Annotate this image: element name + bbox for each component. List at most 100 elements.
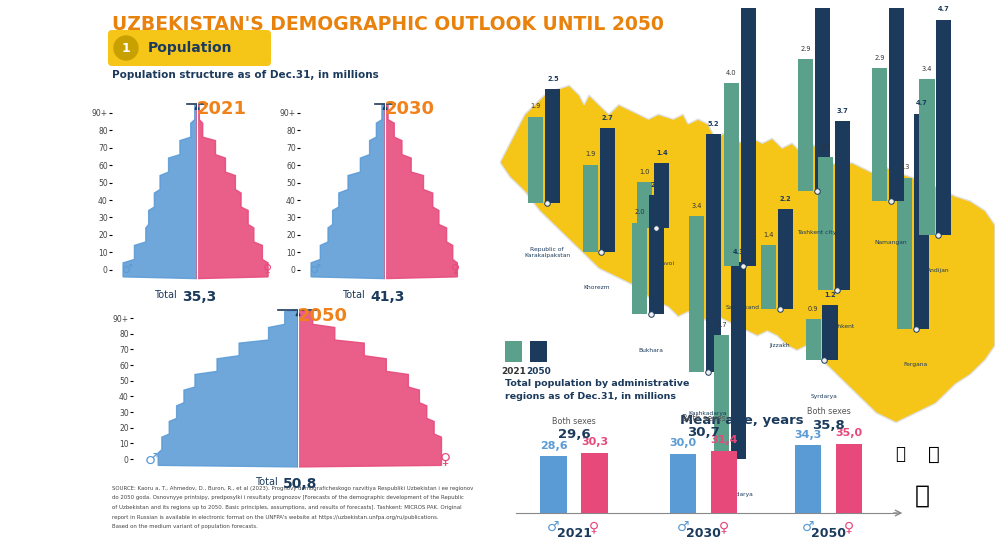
Bar (919, 79, 935, 235)
Bar (583, 165, 598, 251)
Text: SOURCE: Kaoru a, T., Ahmedov, D., Buron, R., et al (2023). Prognovy demografiche: SOURCE: Kaoru a, T., Ahmedov, D., Buron,… (112, 486, 473, 491)
Text: Samarkand: Samarkand (726, 305, 760, 310)
Bar (649, 195, 664, 314)
Text: 2.9: 2.9 (820, 144, 831, 150)
Bar (761, 245, 776, 309)
Text: Surkhandarya: Surkhandarya (712, 492, 754, 497)
Bar (806, 319, 821, 360)
Bar (714, 335, 729, 459)
Text: 2.6: 2.6 (651, 182, 663, 188)
Text: Total: Total (255, 477, 278, 487)
Text: Bukhara: Bukhara (639, 348, 663, 353)
Text: 1.4: 1.4 (656, 150, 668, 156)
Text: 31,4: 31,4 (710, 435, 738, 445)
Text: 30,3: 30,3 (581, 437, 608, 447)
Text: Total: Total (154, 290, 177, 300)
Text: 35,3: 35,3 (182, 290, 216, 304)
Bar (581, 453, 608, 513)
Polygon shape (311, 104, 385, 279)
Text: Namangan: Namangan (875, 240, 907, 245)
Text: Mean age, years: Mean age, years (680, 413, 804, 427)
Text: Both sexes: Both sexes (552, 417, 596, 426)
Text: ♂: ♂ (802, 520, 814, 534)
Text: ♀: ♀ (589, 520, 599, 534)
Bar (815, 0, 830, 192)
Text: 🕐: 🕐 (914, 483, 930, 507)
Text: UZBEKISTAN'S DEMOGRAPHIC OUTLOOK UNTIL 2050: UZBEKISTAN'S DEMOGRAPHIC OUTLOOK UNTIL 2… (112, 15, 664, 34)
Text: 2021: 2021 (501, 367, 526, 376)
Text: 1.9: 1.9 (531, 103, 541, 109)
Polygon shape (197, 104, 268, 279)
Text: 2.2: 2.2 (780, 195, 791, 202)
Polygon shape (385, 104, 457, 279)
Text: 35,8: 35,8 (812, 419, 845, 432)
Text: 2.7: 2.7 (601, 115, 613, 121)
Bar (798, 59, 813, 192)
Bar (654, 164, 669, 227)
Text: Khorezm: Khorezm (583, 286, 610, 290)
Text: 2.9: 2.9 (800, 45, 811, 52)
Text: ♂: ♂ (677, 520, 689, 534)
Text: 3.3: 3.3 (899, 165, 910, 170)
Text: 4.7: 4.7 (916, 100, 927, 106)
Polygon shape (500, 86, 995, 423)
Text: 3.4: 3.4 (922, 66, 932, 72)
Text: do 2050 goda. Osnovnyye printsipy, predposylki i resultaty prognozov [Forecasts : do 2050 goda. Osnovnyye printsipy, predp… (112, 496, 464, 501)
Text: 2050: 2050 (811, 528, 846, 540)
Text: 2.7: 2.7 (716, 322, 727, 328)
Text: 4.0: 4.0 (726, 70, 737, 76)
Bar (724, 83, 739, 266)
Bar (795, 445, 821, 513)
Text: 1.9: 1.9 (585, 151, 596, 157)
Bar (530, 340, 547, 362)
Circle shape (114, 36, 138, 60)
Bar (689, 217, 704, 372)
Text: 2021: 2021 (197, 100, 247, 118)
Text: ♀: ♀ (719, 520, 729, 534)
Polygon shape (123, 104, 197, 279)
Text: Andijan: Andijan (927, 268, 949, 273)
Text: Population structure as of Dec.31, in millions: Population structure as of Dec.31, in mi… (112, 70, 379, 80)
Bar (818, 157, 833, 290)
Bar (872, 68, 887, 201)
Bar (637, 182, 652, 227)
Text: 3.7: 3.7 (837, 108, 848, 114)
Text: 2030: 2030 (385, 100, 435, 118)
Bar (600, 128, 615, 251)
Text: Total population by administrative
regions as of Dec.31, in millions: Total population by administrative regio… (505, 379, 689, 401)
Bar (545, 89, 560, 203)
Text: 4.3: 4.3 (733, 249, 744, 255)
Text: Fergana: Fergana (904, 362, 928, 367)
Text: 3.4: 3.4 (692, 203, 702, 209)
Text: 41,3: 41,3 (370, 290, 404, 304)
Text: Syrdarya: Syrdarya (811, 394, 838, 399)
Text: Based on the medium variant of population forecasts.: Based on the medium variant of populatio… (112, 524, 258, 529)
Text: ♀: ♀ (844, 520, 854, 534)
Text: ♀: ♀ (440, 451, 451, 466)
Bar (897, 178, 912, 329)
Text: 4.7: 4.7 (938, 7, 950, 12)
Text: 5.2: 5.2 (708, 121, 720, 127)
Text: Population: Population (148, 41, 232, 55)
Text: ♀: ♀ (263, 263, 272, 276)
Text: 2.9: 2.9 (875, 55, 885, 61)
Text: 30,0: 30,0 (670, 438, 697, 448)
Bar (540, 456, 567, 513)
Bar (528, 116, 543, 203)
Text: 30,7: 30,7 (687, 426, 720, 439)
Text: ♂: ♂ (122, 263, 133, 276)
Bar (822, 305, 838, 360)
Text: 1.2: 1.2 (824, 292, 836, 298)
Text: 2030: 2030 (686, 528, 721, 540)
Text: Total: Total (342, 290, 365, 300)
Bar (670, 454, 696, 513)
Text: 2.0: 2.0 (635, 209, 645, 216)
Bar (778, 209, 793, 309)
Bar (914, 114, 929, 329)
Text: Tashkent city: Tashkent city (797, 230, 836, 235)
Bar (711, 451, 737, 513)
Text: ♀: ♀ (451, 263, 460, 276)
Polygon shape (158, 310, 298, 467)
Polygon shape (298, 310, 441, 467)
Text: ♂: ♂ (310, 263, 321, 276)
